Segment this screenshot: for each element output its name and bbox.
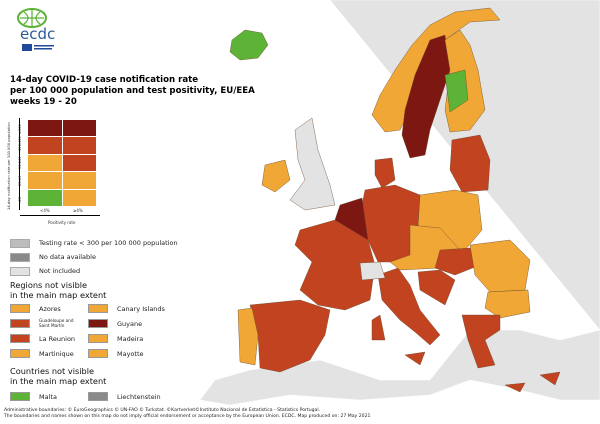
- region-switzerland: [359, 261, 386, 281]
- region-hungary: [434, 247, 481, 276]
- footer: Administrative boundaries: © EuroGeograp…: [4, 408, 370, 420]
- y-tick: ≥500: [18, 124, 22, 134]
- matrix-y-axis-label: 14-day notification rate per 100 000 pop…: [7, 122, 11, 210]
- legend-item: Guadeloupe and Saint Martin: [10, 318, 88, 329]
- region-baltics: [449, 134, 491, 193]
- map-title: 14-day COVID-19 case notification rate p…: [10, 75, 255, 108]
- section-title-line: Regions not visible: [10, 280, 88, 290]
- swatch: [88, 334, 108, 343]
- section-title-line: in the main map extent: [10, 290, 107, 300]
- matrix-x-axis-label: Positivity rate: [48, 220, 76, 225]
- legend-label: Canary Islands: [117, 304, 165, 313]
- section-title-line: Countries not visible: [10, 366, 95, 376]
- swatch: [10, 319, 30, 328]
- regions-legend: Azores Canary Islands Guadeloupe and Saint…: [10, 303, 190, 359]
- swatch: [88, 392, 108, 401]
- legend-label: La Reunion: [39, 334, 76, 343]
- swatch: [10, 392, 30, 401]
- legend-item: Azores: [10, 303, 88, 314]
- section-title-line: in the main map extent: [10, 376, 107, 386]
- legend-not-included: Not included: [10, 264, 178, 278]
- region-bulgaria: [484, 289, 531, 319]
- legend-label: Guyane: [117, 319, 143, 328]
- legend-item: Martinique: [10, 348, 88, 359]
- countries-section-title: Countries not visible in the main map ex…: [10, 366, 106, 386]
- region-romania: [469, 239, 531, 293]
- region-iceland: [229, 29, 269, 61]
- legend-item: La Reunion: [10, 333, 88, 344]
- swatch: [10, 304, 30, 313]
- swatch: [10, 266, 30, 276]
- legend-item: Mayotte: [88, 348, 188, 359]
- x-tick: ≥4%: [73, 208, 83, 213]
- legend-label: Not included: [39, 267, 81, 275]
- region-finland-east: [444, 69, 469, 113]
- region-spain: [249, 299, 331, 373]
- swatch: [88, 349, 108, 358]
- region-ireland: [261, 159, 291, 193]
- matrix-cell: [62, 172, 96, 189]
- matrix-cell: [28, 120, 62, 137]
- region-italy: [371, 267, 441, 366]
- title-line: weeks 19 - 20: [10, 97, 77, 107]
- legend-label: No data available: [39, 253, 96, 261]
- footer-disclaimer: The boundaries and names shown on this m…: [4, 414, 371, 420]
- land-background: [199, 0, 600, 406]
- countries-legend: Malta Liechtenstein: [10, 391, 190, 402]
- legend-no-data: No data available: [10, 250, 178, 264]
- legend-testing-low: Testing rate < 300 per 100 000 populatio…: [10, 236, 178, 250]
- legend-item: Malta: [10, 391, 88, 402]
- swatch: [88, 319, 108, 328]
- matrix-cell: [28, 172, 62, 189]
- y-tick: 150-499: [18, 136, 22, 152]
- legend-label: Martinique: [39, 349, 74, 358]
- legend-item: Guyane: [88, 318, 188, 329]
- matrix-cell: [28, 137, 62, 154]
- y-tick: 25-49: [18, 176, 22, 187]
- matrix-y-axis-arrow: [19, 118, 20, 210]
- legend-label: Testing rate < 300 per 100 000 populatio…: [39, 239, 178, 247]
- legend-label: Mayotte: [117, 349, 144, 358]
- status-legend: Testing rate < 300 per 100 000 populatio…: [10, 236, 178, 278]
- matrix-cell: [28, 189, 62, 206]
- legend-label: Malta: [39, 392, 57, 401]
- y-tick: 50-149: [18, 156, 22, 169]
- region-greece: [461, 314, 526, 393]
- region-denmark: [374, 157, 396, 189]
- matrix-cell: [28, 154, 62, 172]
- legend-item: Canary Islands: [88, 303, 188, 314]
- swatch: [10, 252, 30, 262]
- swatch: [10, 349, 30, 358]
- legend-item: Madeira: [88, 333, 188, 344]
- region-croatia: [417, 269, 456, 306]
- title-line: per 100 000 population and test positivi…: [10, 86, 255, 96]
- region-portugal: [237, 307, 259, 366]
- y-tick: <25: [18, 196, 22, 204]
- ecdc-logo: ecdc: [10, 6, 70, 56]
- matrix-cell: [62, 137, 96, 154]
- regions-section-title: Regions not visible in the main map exte…: [10, 280, 106, 300]
- swatch: [10, 334, 30, 343]
- swatch: [88, 304, 108, 313]
- matrix-cell: [62, 120, 96, 137]
- matrix-x-axis-arrow: [20, 215, 100, 216]
- region-sweden: [401, 34, 451, 159]
- matrix-cell: [62, 154, 96, 172]
- legend-label: Guadeloupe and Saint Martin: [39, 317, 74, 328]
- footer-attribution: Administrative boundaries: © EuroGeograp…: [4, 408, 321, 413]
- x-tick: <4%: [40, 208, 50, 213]
- legend-label: Azores: [39, 304, 61, 313]
- legend-label: Liechtenstein: [117, 392, 161, 401]
- swatch: [10, 238, 30, 248]
- matrix-cell: [62, 189, 96, 206]
- legend-matrix: [28, 120, 96, 206]
- title-line: 14-day COVID-19 case notification rate: [10, 75, 199, 85]
- svg-text:ecdc: ecdc: [20, 25, 55, 43]
- region-cyprus: [539, 371, 561, 386]
- legend-label: Madeira: [117, 334, 144, 343]
- region-uk: [289, 117, 336, 211]
- region-france: [294, 219, 376, 311]
- legend-item: Liechtenstein: [88, 391, 188, 402]
